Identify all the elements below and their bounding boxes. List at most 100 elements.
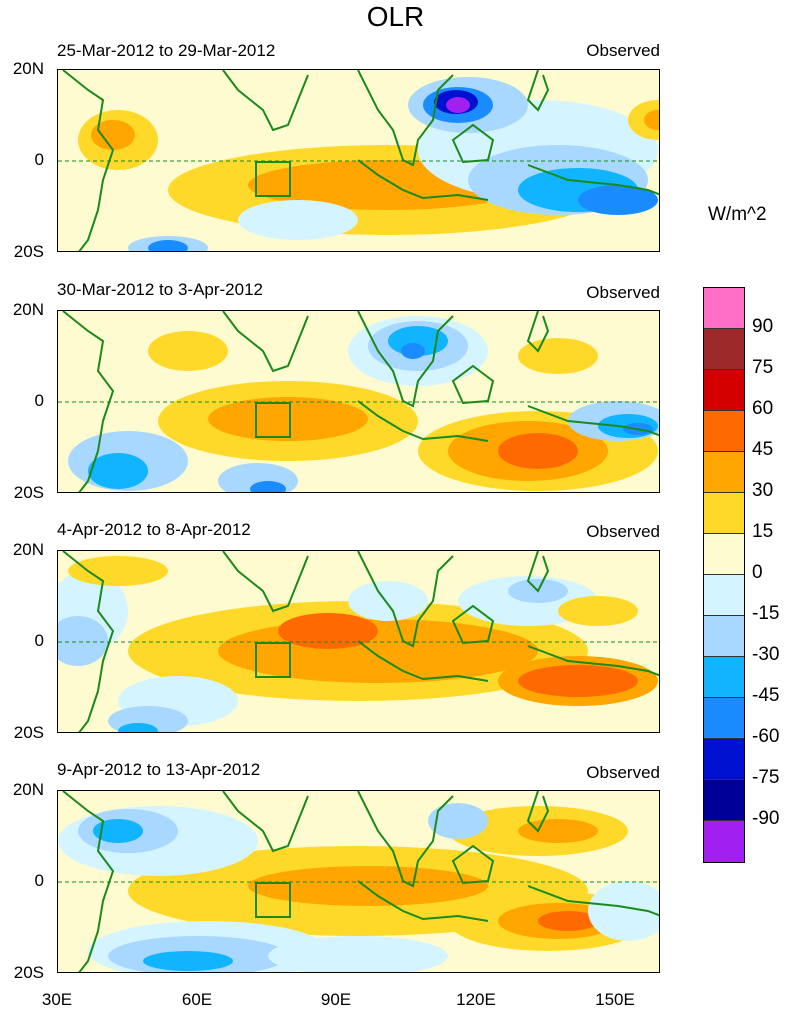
olr-anomaly-region: [538, 911, 598, 931]
coastline: [451, 364, 495, 405]
lon-label-60e: 60E: [181, 990, 213, 1009]
coastline: [62, 311, 115, 492]
olr-anomaly-region: [644, 110, 659, 130]
coastline: [357, 880, 489, 922]
olr-anomaly-region: [428, 803, 488, 839]
colorbar-swatch: [704, 493, 744, 534]
olr-contour-field: [58, 311, 659, 492]
olr-anomaly-region: [93, 819, 143, 843]
panel-1-lat-0: 0: [34, 150, 44, 169]
panel-1-label: Observed: [586, 41, 660, 60]
coastline: [526, 791, 550, 833]
olr-anomaly-region: [88, 453, 148, 489]
panel-4-lat-0: 0: [34, 871, 44, 890]
panel-3-label: Observed: [586, 522, 660, 541]
coastline: [62, 791, 115, 972]
panel-3-lat-20n: 20N: [12, 540, 44, 559]
colorbar-tick-label: -75: [752, 767, 780, 788]
olr-anomaly-region: [628, 100, 659, 140]
coastline: [222, 791, 309, 853]
colorbar-tick-label: 15: [752, 521, 774, 542]
index-region-box: [255, 161, 291, 197]
olr-anomaly-region: [518, 819, 598, 843]
panel-4-map: [57, 790, 660, 973]
colorbar-swatch: [704, 698, 744, 739]
colorbar-swatch: [704, 370, 744, 411]
coastline: [526, 70, 550, 112]
colorbar-swatch: [704, 329, 744, 370]
colorbar-swatch: [704, 616, 744, 657]
olr-anomaly-region: [498, 433, 578, 469]
olr-anomaly-region: [68, 556, 168, 586]
colorbar-swatch: [704, 534, 744, 575]
coastline: [451, 844, 495, 885]
olr-anomaly-region: [518, 665, 638, 697]
panel-1-period: 25-Mar-2012 to 29-Mar-2012: [57, 41, 276, 60]
coastline: [62, 551, 115, 732]
olr-anomaly-region: [278, 613, 378, 649]
olr-anomaly-region: [558, 596, 638, 626]
olr-contour-field: [58, 791, 659, 972]
panel-1-map: [57, 69, 660, 252]
olr-anomaly-region: [118, 723, 158, 732]
coastline: [527, 164, 659, 196]
colorbar-swatch: [704, 288, 744, 329]
index-region-box: [255, 402, 291, 438]
coastline: [527, 405, 659, 437]
coastline: [357, 551, 454, 648]
colorbar-swatch: [704, 575, 744, 616]
colorbar-tick-label: -15: [752, 603, 780, 624]
coastline: [357, 70, 454, 167]
panel-2-lat-0: 0: [34, 391, 44, 410]
colorbar-tick-label: -45: [752, 685, 780, 706]
panel-4-label: Observed: [586, 763, 660, 782]
coastline: [222, 70, 309, 132]
index-region-box: [255, 882, 291, 918]
coastline: [527, 645, 659, 677]
coastline: [357, 640, 489, 682]
lon-label-90e: 90E: [320, 990, 352, 1009]
panel-2-lat-20s: 20S: [13, 483, 44, 502]
colorbar-tick-label: -60: [752, 726, 780, 747]
coastline: [357, 791, 454, 888]
panel-2-map: [57, 310, 660, 493]
olr-anomaly-region: [401, 343, 425, 359]
panel-1-lat-20n: 20N: [12, 59, 44, 78]
panel-4-lat-20s: 20S: [13, 963, 44, 982]
olr-contour-field: [58, 551, 659, 732]
lon-label-30e: 30E: [41, 990, 73, 1009]
olr-anomaly-region: [248, 866, 488, 906]
olr-anomaly-region: [208, 397, 368, 441]
colorbar-swatch: [704, 739, 744, 780]
colorbar-swatch: [704, 657, 744, 698]
olr-anomaly-region: [250, 481, 286, 492]
coastline: [451, 604, 495, 645]
colorbar-tick-label: -90: [752, 808, 780, 829]
olr-contour-field: [58, 70, 659, 251]
colorbar-tick-label: 60: [752, 398, 774, 419]
colorbar-tick-label: 45: [752, 439, 774, 460]
index-region-box: [255, 642, 291, 678]
colorbar-swatch: [704, 780, 744, 821]
coastline: [357, 159, 489, 201]
panel-2-period: 30-Mar-2012 to 3-Apr-2012: [57, 280, 264, 299]
coastline: [526, 311, 550, 353]
panel-3-lat-20s: 20S: [13, 723, 44, 742]
panel-2-lat-20n: 20N: [12, 300, 44, 319]
olr-anomaly-region: [148, 331, 228, 371]
panel-1-lat-20s: 20S: [13, 242, 44, 261]
panel-2-label: Observed: [586, 283, 660, 302]
panel-3-map: [57, 550, 660, 733]
panel-3-lat-0: 0: [34, 631, 44, 650]
coastline: [62, 70, 115, 251]
figure-title: OLR: [366, 1, 425, 32]
lon-label-120e: 120E: [456, 990, 496, 1009]
colorbar-swatch: [704, 821, 744, 862]
colorbar-tick-label: 0: [752, 562, 763, 583]
olr-anomaly-region: [578, 185, 658, 215]
coastline: [357, 400, 489, 442]
coastline: [451, 123, 495, 164]
panel-3-period: 4-Apr-2012 to 8-Apr-2012: [57, 520, 251, 539]
coastline: [527, 885, 659, 917]
olr-anomaly-region: [348, 581, 428, 621]
